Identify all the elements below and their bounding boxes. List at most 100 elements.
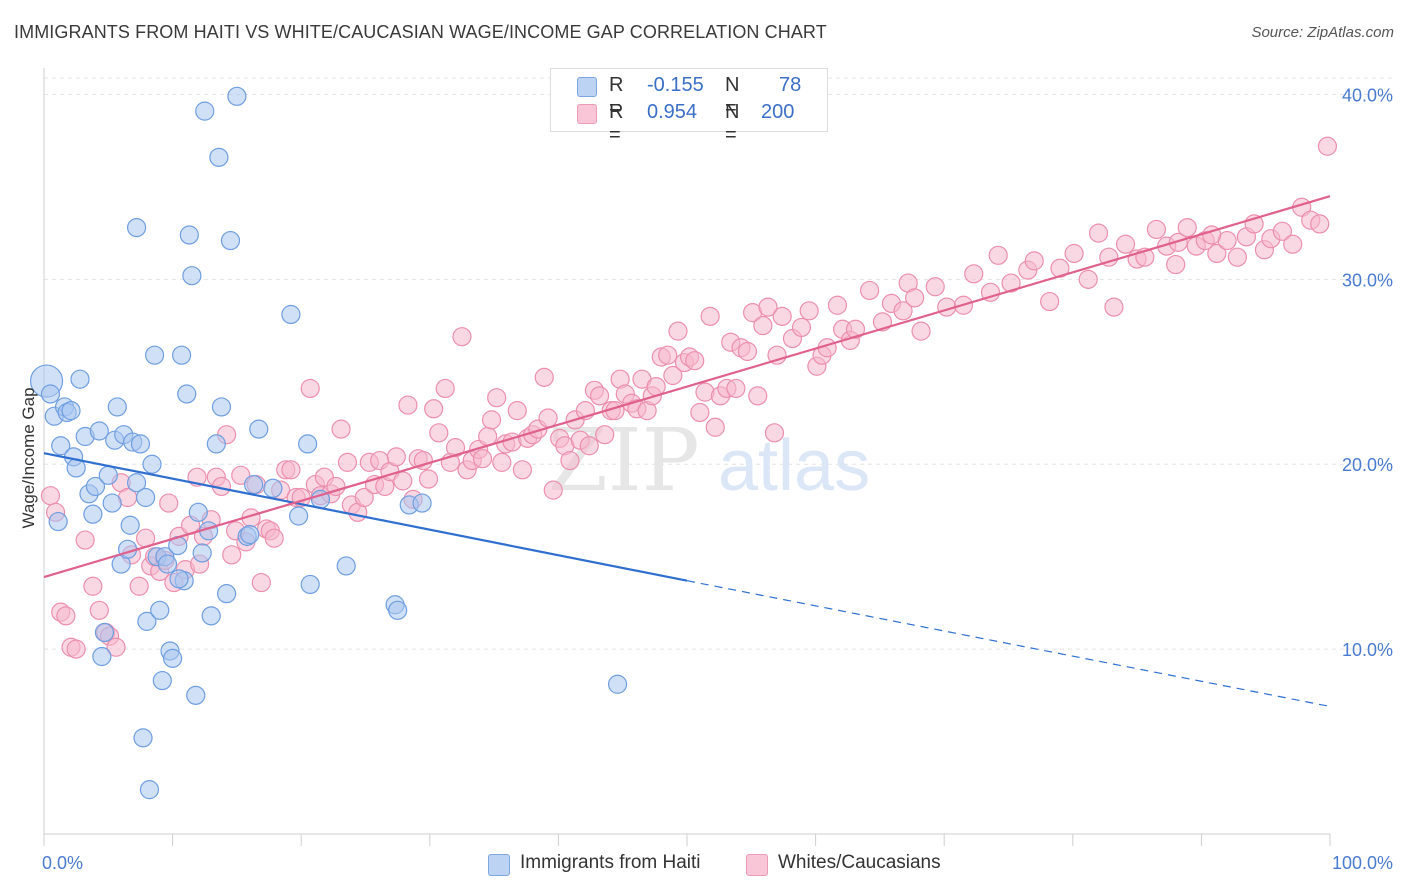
white-point (435, 378, 455, 399)
haiti-point (177, 384, 197, 404)
haiti-point (126, 473, 147, 493)
white-point (911, 321, 931, 341)
haiti-point (388, 600, 408, 620)
white-point (726, 378, 746, 399)
white-point (264, 528, 284, 548)
haiti-point (172, 345, 192, 365)
haiti-point (179, 225, 199, 245)
gridlines (44, 77, 1394, 650)
white-point (56, 606, 76, 626)
haiti-point (195, 101, 215, 121)
white-point (1310, 214, 1330, 234)
white-point (893, 301, 913, 321)
y-tick-label: 20.0% (1342, 455, 1393, 475)
haiti-point (298, 434, 318, 454)
haiti-point (192, 543, 212, 563)
white-point (452, 327, 472, 347)
legend-r-label: R = (609, 74, 624, 119)
legend-swatch-white (746, 854, 768, 876)
white-point (560, 450, 580, 471)
haiti-point (607, 674, 628, 694)
white-point (1177, 218, 1197, 238)
haiti-point (240, 524, 260, 545)
y-tick-label: 30.0% (1342, 270, 1393, 290)
haiti-point (51, 436, 71, 456)
white-point (1078, 269, 1098, 289)
white-point (159, 493, 179, 513)
white-point (1283, 234, 1303, 254)
legend-swatch-white (577, 104, 597, 124)
white-point (988, 245, 1008, 265)
white-point (40, 486, 61, 506)
haiti-point (48, 511, 68, 532)
white-point (753, 315, 773, 336)
white-point (398, 395, 418, 415)
white-point (772, 306, 792, 326)
haiti-point (137, 611, 157, 631)
white-point (89, 600, 109, 620)
white-point (281, 460, 301, 480)
white-point (337, 452, 358, 472)
y-tick-label: 40.0% (1342, 85, 1393, 105)
haiti-trend-line (43, 452, 688, 582)
haiti-point (61, 401, 81, 421)
white-point (1104, 297, 1124, 317)
legend-label-haiti: Immigrants from Haiti (520, 852, 701, 873)
haiti-point (142, 454, 162, 474)
white-point (860, 280, 880, 301)
trend-lines (43, 195, 1331, 708)
white-point (429, 423, 449, 443)
white-point (1227, 247, 1248, 267)
source-label: Source: ZipAtlas.com (1251, 24, 1394, 41)
white-point (487, 388, 507, 408)
y-tick-label: 10.0% (1342, 640, 1393, 660)
legend-n-value: 200 (761, 101, 795, 123)
white-point (331, 419, 351, 439)
white-point (1207, 243, 1227, 264)
white-point (980, 282, 1001, 302)
white-point (579, 436, 599, 456)
white-point (1168, 232, 1188, 252)
white-point (354, 487, 374, 508)
white-point (1115, 234, 1136, 254)
haiti-point (182, 266, 202, 286)
haiti-point (120, 515, 140, 535)
haiti-point (85, 476, 106, 497)
white-point (705, 417, 725, 437)
haiti-point (83, 504, 103, 524)
white-point (791, 317, 812, 338)
white-point (75, 530, 95, 550)
haiti-point (281, 304, 301, 325)
haiti-point (211, 397, 232, 417)
white-point (534, 367, 554, 387)
haiti-point (249, 419, 269, 439)
white-point (748, 386, 768, 406)
haiti-point (139, 780, 160, 800)
haiti-point (227, 86, 247, 106)
white-point (1024, 251, 1044, 271)
white-point (685, 351, 705, 371)
haiti-point (89, 421, 109, 441)
axes (43, 68, 1331, 846)
y-axis-label: Wage/Income Gap (19, 387, 38, 528)
legend-swatch-haiti (577, 77, 597, 97)
haiti-point (135, 487, 156, 508)
white-point (1166, 254, 1186, 275)
tick-labels: 10.0% 20.0% 30.0% 40.0% 0.0% 100.0% (42, 85, 1393, 873)
white-point (595, 425, 615, 445)
white-point (300, 378, 320, 399)
haiti-point (163, 648, 183, 668)
series-legend: Immigrants from Haiti Whites/Caucasians (0, 852, 1406, 878)
haiti-point (102, 493, 122, 513)
white-point (512, 460, 532, 480)
x-tick-label: 0.0% (42, 853, 83, 873)
watermark-atlas: atlas (718, 426, 870, 506)
white-point (758, 297, 778, 317)
white-point (658, 345, 678, 365)
legend-r-value: 0.954 (647, 101, 698, 123)
white-point (964, 264, 984, 284)
white-point (543, 480, 563, 500)
chart-title: IMMIGRANTS FROM HAITI VS WHITE/CAUCASIAN… (14, 22, 827, 42)
white-point (690, 402, 710, 423)
